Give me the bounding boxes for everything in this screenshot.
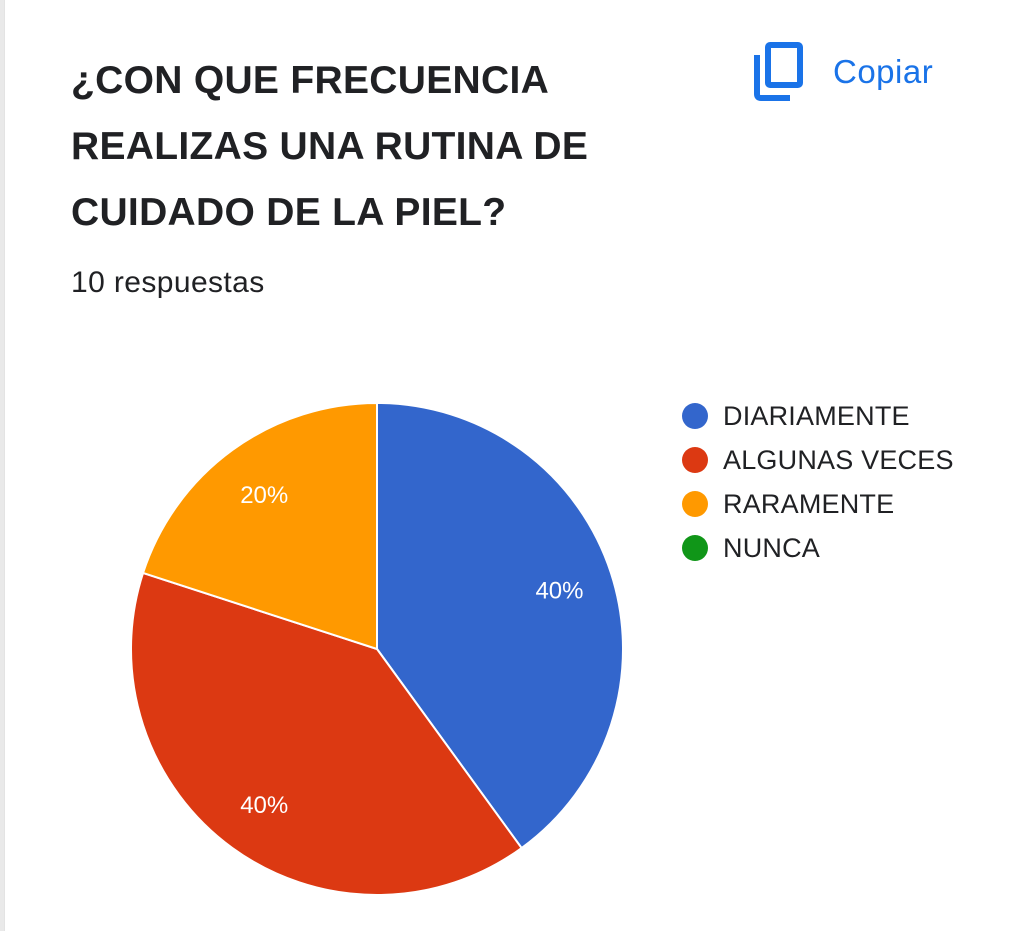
legend-item-raramente[interactable]: RARAMENTE [682,482,954,526]
legend-label: NUNCA [723,532,821,563]
legend-item-diariamente[interactable]: DIARIAMENTE [682,394,954,438]
legend-label: ALGUNAS VECES [723,444,954,475]
legend-label: DIARIAMENTE [723,400,910,431]
pie-slice-diariamente[interactable] [376,401,624,850]
legend-item-nunca[interactable]: NUNCA [682,526,954,570]
pie-slice-label-diariamente: 40% [535,578,583,605]
legend-label: RARAMENTE [723,488,895,519]
pie-slice-label-raramente: 20% [240,482,288,509]
legend-swatch [682,403,708,429]
legend-swatch [682,535,708,561]
legend-item-algunas-veces[interactable]: ALGUNAS VECES [682,438,954,482]
response-count: 10 respuestas [71,266,265,299]
copy-button[interactable]: Copiar [753,42,933,102]
question-title: ¿CON QUE FRECUENCIA REALIZAS UNA RUTINA … [71,59,589,234]
chart-card: ¿CON QUE FRECUENCIA REALIZAS UNA RUTINA … [4,0,1028,931]
copy-button-label: Copiar [833,53,934,90]
pie-slice-algunas-veces[interactable] [130,571,523,896]
pie-slice-raramente[interactable] [141,401,378,651]
legend-swatch [682,491,708,517]
legend-swatch [682,447,708,473]
pie-slice-label-algunas-veces: 40% [240,792,288,819]
chart-legend: DIARIAMENTE ALGUNAS VECES RARAMENTE NUNCA [682,394,954,570]
pie-chart: 40% 40% 20% [130,401,624,896]
copy-icon [754,42,803,101]
